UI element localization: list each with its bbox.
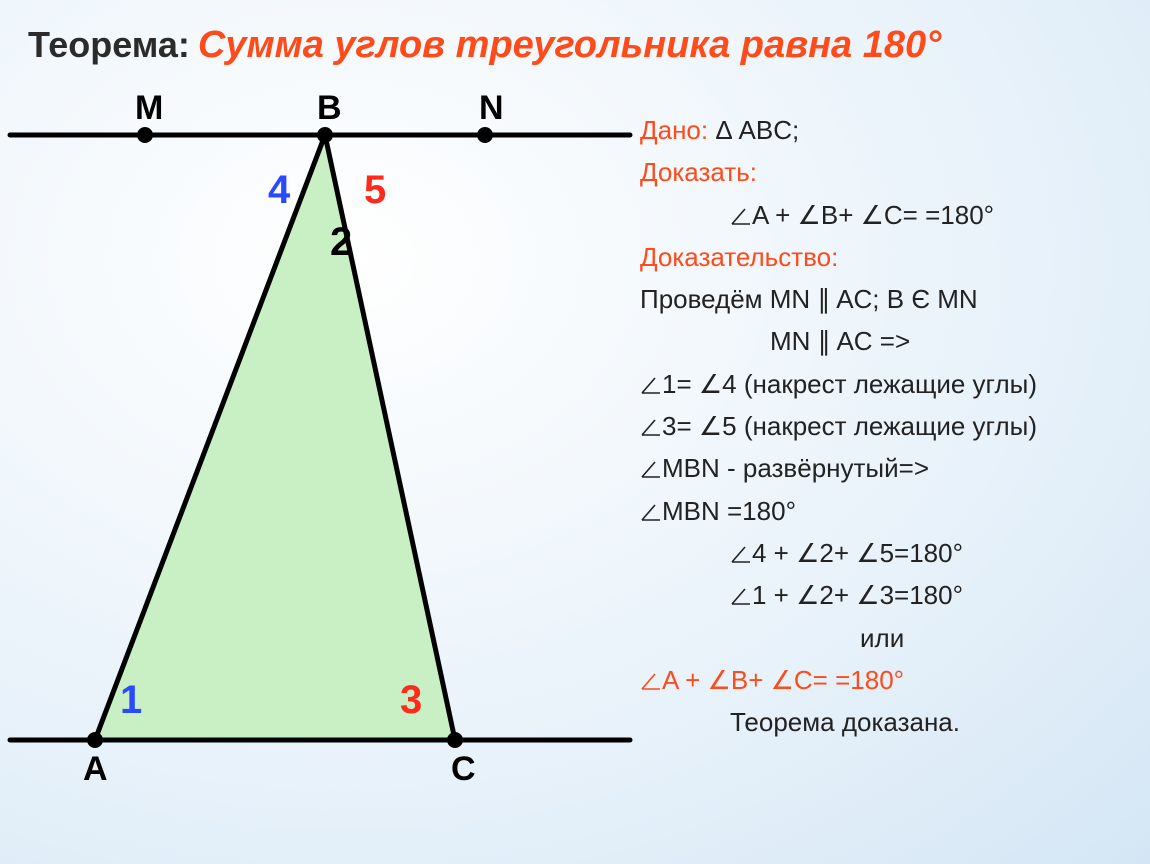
or-line: или	[640, 618, 1130, 658]
prove-eq: A + ∠B+ ∠C= =180°	[640, 195, 1130, 235]
given-line: Дано: Δ ABC;	[640, 110, 1130, 150]
vertex-label-C: C	[451, 750, 476, 789]
step5: MBN =180°	[640, 491, 1130, 531]
angle-icon	[730, 546, 752, 564]
step1a: Проведём MN ∥ AC; B Є MN	[640, 279, 1130, 319]
angle-icon	[640, 461, 662, 479]
step3: 3= ∠5 (накрест лежащие углы)	[640, 406, 1130, 446]
step7: 1 + ∠2+ ∠3=180°	[640, 575, 1130, 615]
angle-icon	[640, 504, 662, 522]
prove-label: Доказать:	[640, 152, 1130, 192]
step6: 4 + ∠2+ ∠5=180°	[640, 533, 1130, 573]
title-label: Теорема:	[28, 24, 190, 66]
angle-label-2: 2	[330, 220, 352, 265]
proof-panel: Дано: Δ ABC; Доказать: A + ∠B+ ∠C= =180°…	[640, 110, 1130, 744]
angle-label-5: 5	[364, 168, 386, 213]
step4: MBN - развёрнутый=>	[640, 448, 1130, 488]
step2: 1= ∠4 (накрест лежащие углы)	[640, 364, 1130, 404]
angle-label-3: 3	[400, 678, 422, 723]
given-value: Δ ABC;	[715, 115, 799, 145]
given-label: Дано:	[640, 115, 708, 145]
angle-icon	[730, 588, 752, 606]
title-text: Сумма углов треугольника равна 180°	[198, 24, 941, 67]
qed: Теорема доказана.	[640, 702, 1130, 742]
angle-icon	[640, 673, 662, 691]
angle-label-1: 1	[120, 678, 142, 723]
angle-label-4: 4	[268, 168, 290, 213]
vertex-label-M: M	[135, 89, 163, 128]
triangle-diagram: A B C M N 1 2 3 4 5	[0, 80, 640, 800]
vertex-label-B: B	[317, 89, 342, 128]
proof-label: Доказательство:	[640, 237, 1130, 277]
vertex-label-A: A	[83, 750, 108, 789]
angle-icon	[730, 208, 752, 226]
conclusion: A + ∠B+ ∠C= =180°	[640, 660, 1130, 700]
theorem-title: Теорема: Сумма углов треугольника равна …	[28, 24, 941, 67]
diagram-svg	[0, 80, 640, 800]
angle-icon	[640, 419, 662, 437]
angle-icon	[640, 377, 662, 395]
vertex-label-N: N	[479, 89, 504, 128]
step1b: MN ∥ AC =>	[640, 321, 1130, 361]
